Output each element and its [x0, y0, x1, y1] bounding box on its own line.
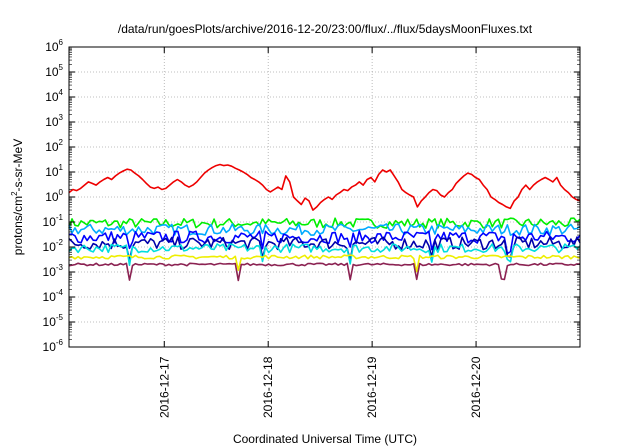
series-line-4 — [68, 236, 581, 261]
series-line-0 — [68, 163, 581, 211]
y-tick-label: 10-4 — [43, 288, 64, 304]
y-tick-label: 10-1 — [43, 213, 64, 229]
x-tick-label: 2016-12-18 — [261, 356, 275, 418]
y-axis-label: protons/cm2-s-sr-MeV — [10, 139, 25, 255]
series-line-5 — [68, 243, 581, 266]
y-tick-label: 106 — [45, 38, 63, 54]
x-tick-label: 2016-12-19 — [365, 356, 379, 418]
y-tick-label: 10-2 — [43, 238, 64, 254]
x-tick-label: 2016-12-20 — [469, 356, 483, 418]
y-tick-label: 10-3 — [43, 263, 64, 279]
series-line-1 — [68, 217, 581, 229]
y-axis-ticks: 10-6 10-5 10-4 10-3 10-2 10-1 100 101 102 103 104 1… — [43, 38, 580, 354]
grid-lines — [69, 47, 580, 347]
series-layer — [68, 163, 581, 282]
y-tick-label: 104 — [45, 88, 63, 104]
series-line-6 — [68, 254, 581, 273]
y-tick-label: 102 — [45, 138, 63, 154]
y-tick-label: 10-6 — [43, 338, 64, 354]
y-tick-label: 100 — [45, 188, 63, 204]
y-tick-label: 105 — [45, 63, 63, 79]
y-tick-label: 101 — [45, 163, 63, 179]
y-tick-label: 103 — [45, 113, 63, 129]
y-tick-label: 10-5 — [43, 313, 64, 329]
chart-title: /data/run/goesPlots/archive/2016-12-20/2… — [118, 22, 533, 36]
x-tick-label: 2016-12-17 — [157, 356, 171, 418]
x-axis-label: Coordinated Universal Time (UTC) — [233, 432, 417, 446]
series-line-3 — [68, 230, 581, 255]
series-line-7 — [68, 262, 581, 282]
x-axis-ticks: 2016-12-17 2016-12-18 2016-12-19 2016-12-20 — [157, 47, 483, 418]
